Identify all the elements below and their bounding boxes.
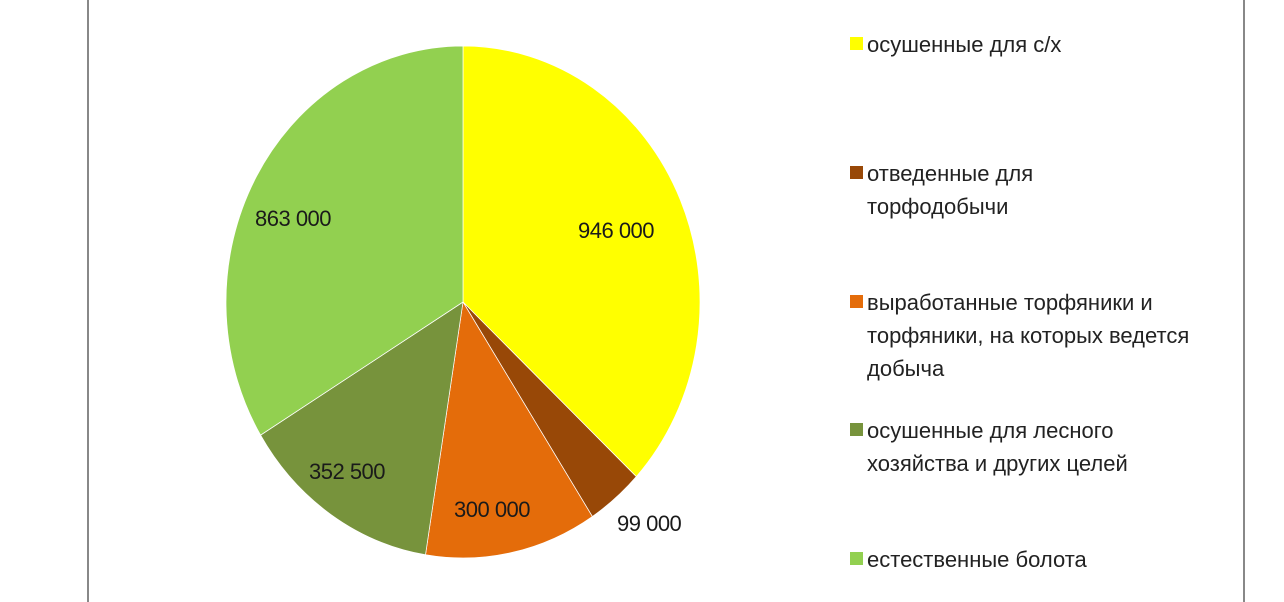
data-label-peat-worked: 300 000 xyxy=(454,497,531,522)
data-label-agri: 946 000 xyxy=(578,218,655,243)
legend-item-peat-worked: выработанные торфяники и торфяники, на к… xyxy=(850,286,1212,385)
legend-label-peat-allocated: отведенные для торфодобычи xyxy=(867,161,1034,219)
legend-item-forestry: осушенные для лесного хозяйства и других… xyxy=(850,414,1187,480)
data-label-natural-bogs: 863 000 xyxy=(255,206,332,231)
pie-slice-forestry xyxy=(260,301,464,556)
legend-label-peat-worked: выработанные торфяники и торфяники, на к… xyxy=(867,290,1190,381)
pie-slice-agri xyxy=(462,45,701,478)
legend-item-peat-allocated: отведенные для торфодобычи xyxy=(850,157,1047,223)
legend-label-agri: осушенные для с/х xyxy=(867,32,1062,57)
legend-swatch-peat-worked xyxy=(850,295,863,308)
pie-slice-peat-worked xyxy=(425,300,593,559)
legend-swatch-agri xyxy=(850,37,863,50)
legend-swatch-natural-bogs xyxy=(850,552,863,565)
legend-item-agri: осушенные для с/х xyxy=(850,28,1227,61)
data-label-peat-allocated: 99 000 xyxy=(617,511,682,536)
chart-frame-left-border xyxy=(87,0,89,602)
legend-swatch-forestry xyxy=(850,423,863,436)
legend-label-natural-bogs: естественные болота xyxy=(867,547,1087,572)
legend-label-forestry: осушенные для лесного хозяйства и других… xyxy=(867,418,1128,476)
legend-item-natural-bogs: естественные болота xyxy=(850,543,1227,576)
chart-frame-right-border xyxy=(1243,0,1245,602)
legend-swatch-peat-allocated xyxy=(850,166,863,179)
pie-slice-natural-bogs xyxy=(225,45,464,436)
data-label-forestry: 352 500 xyxy=(309,459,386,484)
